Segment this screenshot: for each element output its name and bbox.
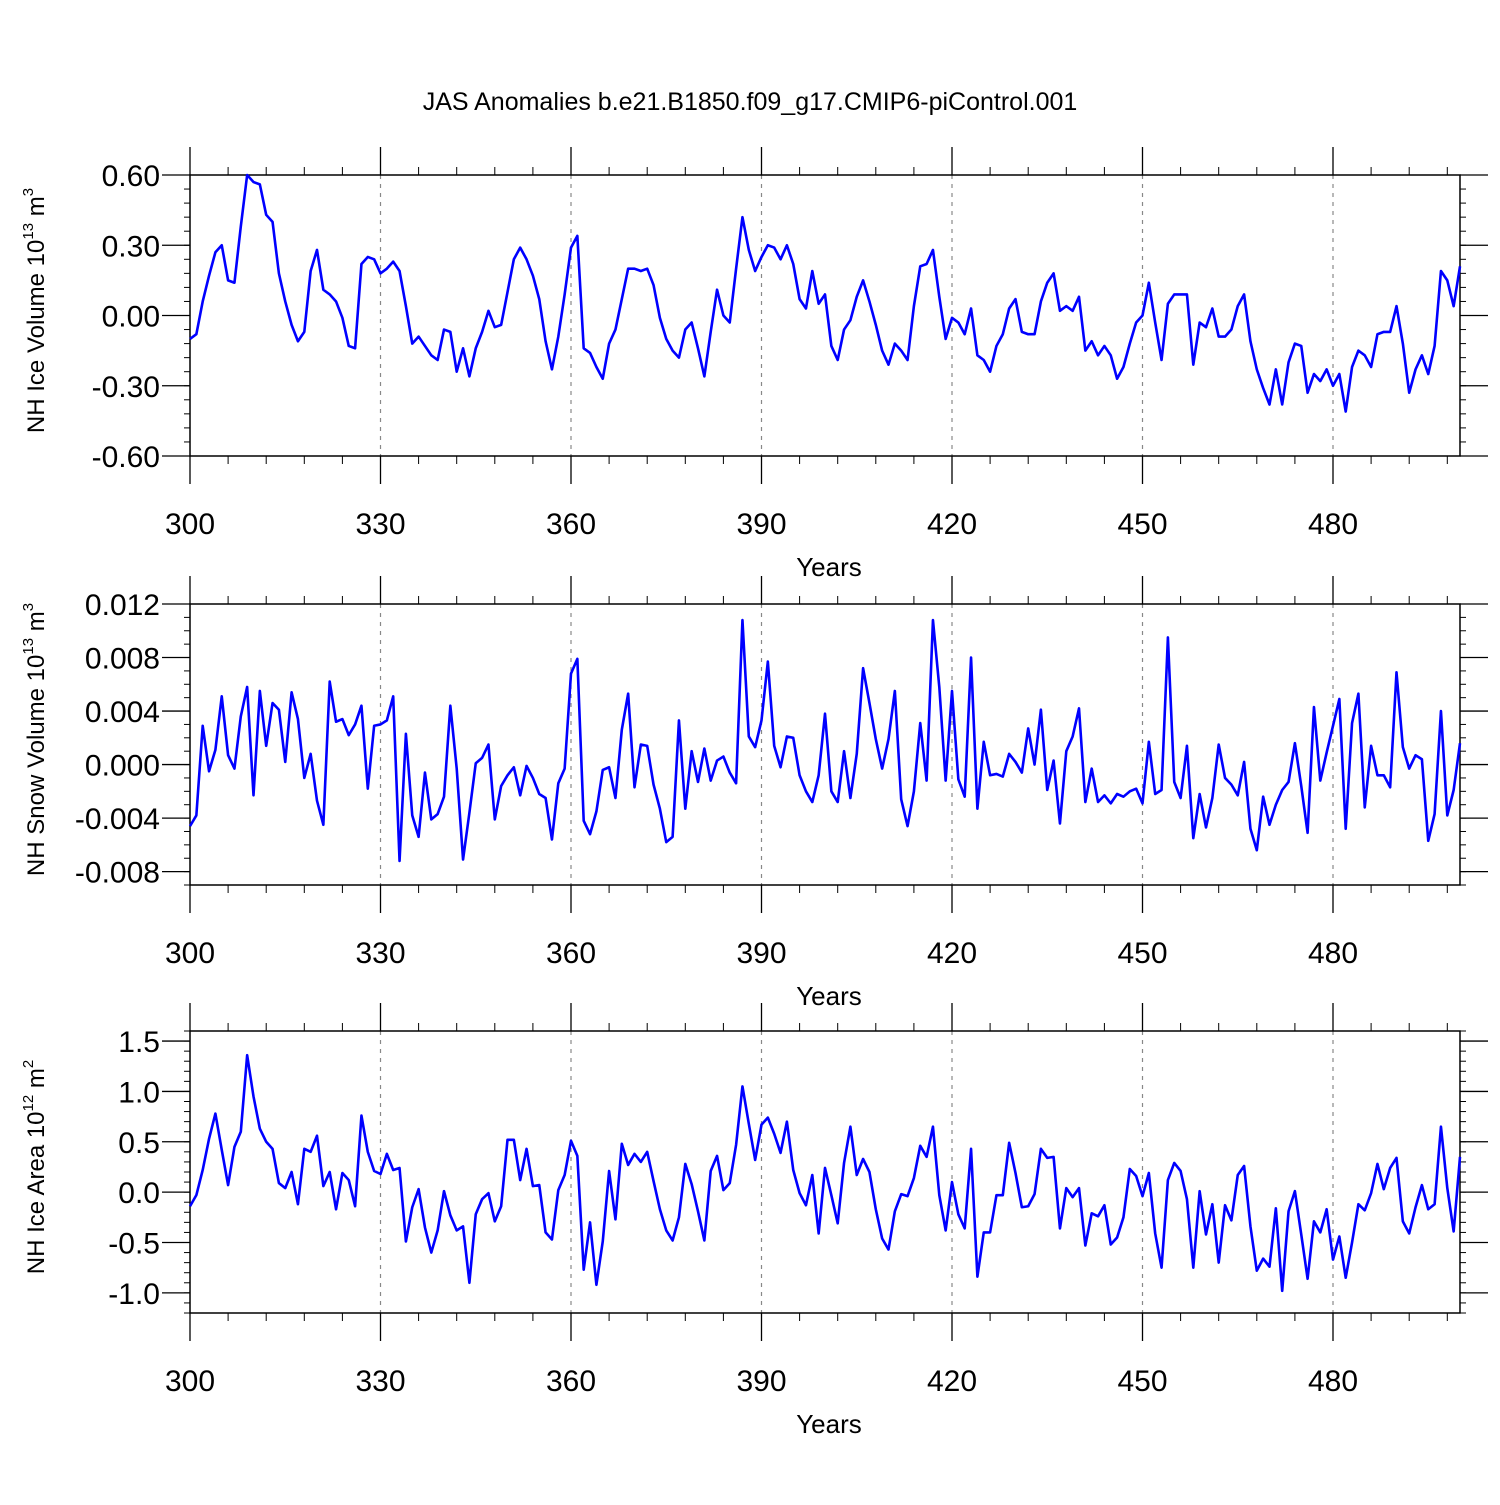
ice-volume-y-tick-label: 0.30 xyxy=(102,230,160,263)
ice-volume-x-tick-label: 390 xyxy=(736,508,786,541)
snow-volume-x-tick-label: 450 xyxy=(1117,937,1167,970)
ice-volume-y-tick-label: 0.60 xyxy=(102,160,160,193)
ice-volume-series-line xyxy=(189,173,1462,413)
ice-area-y-axis-label: NH Ice Area 1012 m2 xyxy=(20,1060,50,1274)
ice-volume-x-axis-label: Years xyxy=(796,552,862,582)
snow-volume-panel: -0.008 -0.004 0.000 0.004 0.008 0.012 300 330 36… xyxy=(20,576,1488,1011)
snow-volume-plot-frame xyxy=(189,603,1461,886)
ice-area-y-tick-label: 1.5 xyxy=(118,1026,160,1059)
snow-volume-y-tick-label: -0.008 xyxy=(75,857,160,890)
ice-volume-y-tick-label: -0.30 xyxy=(92,371,160,404)
ice-volume-x-tick-label: 450 xyxy=(1117,508,1167,541)
snow-volume-x-tick-label: 300 xyxy=(165,937,215,970)
ice-area-y-tick-label: 1.0 xyxy=(118,1076,160,1109)
ice-area-x-tick-label: 360 xyxy=(546,1365,596,1398)
ice-volume-y-axis-label: NH Ice Volume 1013 m3 xyxy=(20,188,50,433)
snow-volume-y-tick-label: 0.008 xyxy=(85,643,160,676)
snow-volume-y-axis-label: NH Snow Volume 1013 m3 xyxy=(20,603,50,876)
ice-volume-x-tick-label: 300 xyxy=(165,508,215,541)
ice-volume-y-tick-label: -0.60 xyxy=(92,441,160,474)
snow-volume-y-tick-label: 0.004 xyxy=(85,696,160,729)
snow-volume-x-tick-label: 330 xyxy=(355,937,405,970)
ice-area-y-tick-label: -0.5 xyxy=(108,1228,160,1261)
snow-volume-x-axis-label: Years xyxy=(796,981,862,1011)
snow-volume-y-tick-label: -0.004 xyxy=(75,803,160,836)
ice-area-x-axis-label: Years xyxy=(796,1409,862,1439)
ice-volume-plot-frame xyxy=(189,174,1461,457)
snow-volume-x-tick-label: 390 xyxy=(736,937,786,970)
snow-volume-y-tick-label: 0.012 xyxy=(85,589,160,622)
snow-volume-x-tick-label: 360 xyxy=(546,937,596,970)
ice-volume-x-tick-label: 360 xyxy=(546,508,596,541)
ice-area-series-line xyxy=(188,1053,1462,1293)
snow-volume-series-line xyxy=(188,618,1462,863)
ice-area-panel: -1.0 -0.5 0.0 0.5 1.0 1.5 300 330 360 390 420 450 48… xyxy=(20,1003,1488,1439)
ice-area-y-tick-label: -1.0 xyxy=(108,1278,160,1311)
ice-volume-y-tick-label: 0.00 xyxy=(102,301,160,334)
ice-volume-x-tick-label: 420 xyxy=(927,508,977,541)
ice-area-x-tick-label: 330 xyxy=(355,1365,405,1398)
ice-area-y-tick-label: 0.5 xyxy=(118,1127,160,1160)
ice-area-x-tick-label: 450 xyxy=(1117,1365,1167,1398)
snow-volume-y-tick-label: 0.000 xyxy=(85,750,160,783)
ice-area-x-tick-label: 420 xyxy=(927,1365,977,1398)
ice-volume-x-tick-label: 330 xyxy=(355,508,405,541)
ice-volume-x-tick-label: 480 xyxy=(1308,508,1358,541)
ice-volume-panel: -0.60 -0.30 0.00 0.30 0.60 300 330 360 390 420 450… xyxy=(20,147,1488,582)
ice-area-x-tick-label: 480 xyxy=(1308,1365,1358,1398)
ice-area-y-tick-label: 0.0 xyxy=(118,1177,160,1210)
snow-volume-x-tick-label: 480 xyxy=(1308,937,1358,970)
snow-volume-x-tick-label: 420 xyxy=(927,937,977,970)
ice-area-x-tick-label: 300 xyxy=(165,1365,215,1398)
figure-title: JAS Anomalies b.e21.B1850.f09_g17.CMIP6-… xyxy=(423,88,1078,116)
ice-area-x-tick-label: 390 xyxy=(736,1365,786,1398)
